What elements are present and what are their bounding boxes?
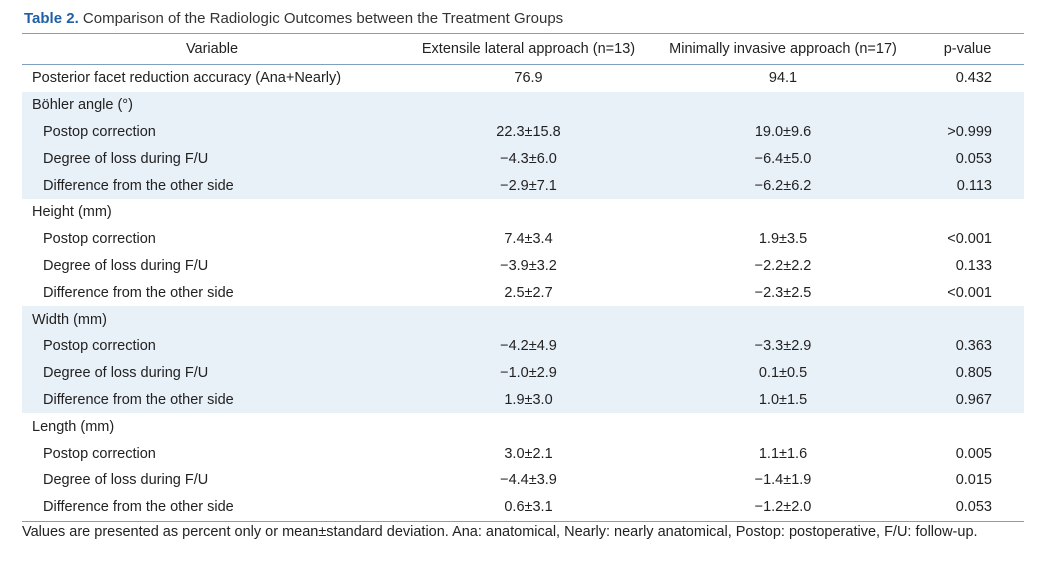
cell-p-value: 0.432 [955, 70, 992, 87]
cell-extensile: 1.9±3.0 [402, 386, 655, 414]
cell-minimally-invasive: −3.3±2.9 [655, 332, 911, 360]
column-header-extensile: Extensile lateral approach (n=13) [402, 33, 655, 65]
column-header-variable: Variable [22, 33, 402, 65]
table-row: Width (mm) [22, 306, 1024, 333]
column-header-p-value: p-value [911, 33, 1024, 65]
table-row: Height (mm) [22, 199, 1024, 226]
cell-extensile [402, 413, 655, 440]
table-row: Postop correction −4.2±4.9 −3.3±2.9 0.363 [22, 332, 1024, 360]
row-label: Posterior facet reduction accuracy (Ana+… [32, 70, 342, 87]
cell-p-value [911, 413, 1024, 440]
table-row: Length (mm) [22, 413, 1024, 440]
cell-extensile: 3.0±2.1 [504, 445, 553, 462]
cell-extensile: 76.9 [514, 70, 543, 87]
cell-minimally-invasive: 19.0±9.6 [655, 118, 911, 146]
table-row: Degree of loss during F/U −4.4±3.9 −1.4±1.… [22, 467, 1024, 494]
cell-p-value [911, 199, 1024, 226]
cell-minimally-invasive [655, 199, 911, 226]
cell-minimally-invasive: 1.9±3.5 [758, 231, 808, 248]
header-row: Variable Extensile lateral approach (n=1… [22, 33, 1024, 65]
cell-extensile [402, 91, 655, 119]
cell-minimally-invasive: 0.1±0.5 [655, 359, 911, 387]
row-label: Difference from the other side [43, 284, 234, 301]
row-label: Postop correction [22, 332, 402, 360]
cell-extensile: −3.9±3.2 [500, 257, 557, 274]
cell-minimally-invasive: 1.0±1.5 [655, 386, 911, 414]
table-footnote: Values are presented as percent only or … [22, 524, 978, 540]
table-row: Degree of loss during F/U −4.3±6.0 −6.4±5.… [22, 145, 1024, 173]
table-caption: Table 2. Comparison of the Radiologic Ou… [24, 8, 563, 30]
table-row: Degree of loss during F/U −3.9±3.2 −2.2±2.… [22, 253, 1024, 280]
cell-minimally-invasive: −2.3±2.5 [754, 284, 812, 301]
table-row: Difference from the other side 0.6±3.1 −1.… [22, 493, 1024, 522]
table-row: Degree of loss during F/U −1.0±2.9 0.1±0.5… [22, 359, 1024, 387]
row-label: Postop correction [43, 445, 156, 462]
row-label: Postop correction [43, 231, 156, 248]
cell-extensile: −2.9±7.1 [402, 172, 655, 199]
cell-extensile: −1.0±2.9 [402, 359, 655, 387]
radiologic-outcomes-table: Variable Extensile lateral approach (n=1… [22, 33, 1024, 522]
cell-extensile: 7.4±3.4 [504, 231, 553, 248]
cell-extensile: −4.3±6.0 [402, 145, 655, 173]
row-label: Height (mm) [32, 204, 112, 221]
cell-minimally-invasive: −1.2±2.0 [655, 493, 911, 522]
cell-p-value [911, 306, 1024, 333]
cell-p-value: 0.015 [955, 472, 992, 489]
cell-p-value: <0.001 [947, 231, 992, 248]
cell-extensile: 2.5±2.7 [504, 284, 553, 301]
cell-p-value: 0.133 [955, 257, 992, 274]
cell-minimally-invasive: −6.4±5.0 [655, 145, 911, 173]
cell-extensile: 22.3±15.8 [402, 118, 655, 146]
cell-minimally-invasive: −2.2±2.2 [754, 257, 812, 274]
cell-extensile [402, 306, 655, 333]
row-label: Degree of loss during F/U [22, 145, 402, 173]
row-label: Degree of loss during F/U [43, 472, 209, 489]
cell-extensile: 0.6±3.1 [402, 493, 655, 522]
cell-minimally-invasive [655, 306, 911, 333]
table-row: Böhler angle (°) [22, 91, 1024, 119]
row-label: Postop correction [22, 118, 402, 146]
row-label: Böhler angle (°) [22, 91, 402, 119]
table-row: Difference from the other side 1.9±3.0 1.0… [22, 386, 1024, 414]
row-label: Degree of loss during F/U [43, 257, 209, 274]
row-label: Difference from the other side [22, 386, 402, 414]
table-row: Postop correction 3.0±2.1 1.1±1.6 0.005 [22, 440, 1024, 467]
cell-minimally-invasive: −6.2±6.2 [655, 172, 911, 199]
table-row: Postop correction 22.3±15.8 19.0±9.6 >0.999 [22, 118, 1024, 146]
cell-minimally-invasive [655, 413, 911, 440]
cell-minimally-invasive: −1.4±1.9 [754, 472, 812, 489]
cell-p-value: 0.053 [911, 493, 1024, 522]
cell-extensile: −4.4±3.9 [500, 472, 557, 489]
cell-p-value: 0.005 [955, 445, 992, 462]
cell-extensile [402, 199, 655, 226]
column-header-minimally-invasive: Minimally invasive approach (n=17) [655, 33, 911, 65]
cell-minimally-invasive: 1.1±1.6 [758, 445, 808, 462]
table-row: Posterior facet reduction accuracy (Ana+… [22, 65, 1024, 92]
row-label: Width (mm) [22, 306, 402, 333]
cell-p-value: 0.805 [911, 359, 1024, 387]
table-row: Difference from the other side −2.9±7.1 −6… [22, 172, 1024, 199]
cell-minimally-invasive [655, 91, 911, 119]
cell-p-value: 0.363 [911, 332, 1024, 360]
row-label: Difference from the other side [22, 172, 402, 199]
cell-p-value: >0.999 [911, 118, 1024, 146]
cell-p-value: 0.967 [911, 386, 1024, 414]
table-row: Difference from the other side 2.5±2.7 −2.… [22, 279, 1024, 306]
cell-p-value: <0.001 [947, 284, 992, 301]
cell-p-value: 0.113 [911, 172, 1024, 199]
table-row: Postop correction 7.4±3.4 1.9±3.5 <0.001 [22, 226, 1024, 253]
row-label: Degree of loss during F/U [22, 359, 402, 387]
row-label: Difference from the other side [22, 493, 402, 522]
cell-extensile: −4.2±4.9 [402, 332, 655, 360]
row-label: Length (mm) [32, 418, 115, 435]
table-number: Table 2. [24, 10, 79, 27]
cell-p-value [911, 91, 1024, 119]
cell-p-value: 0.053 [911, 145, 1024, 173]
table-title: Comparison of the Radiologic Outcomes be… [78, 10, 564, 27]
cell-minimally-invasive: 94.1 [768, 70, 798, 87]
